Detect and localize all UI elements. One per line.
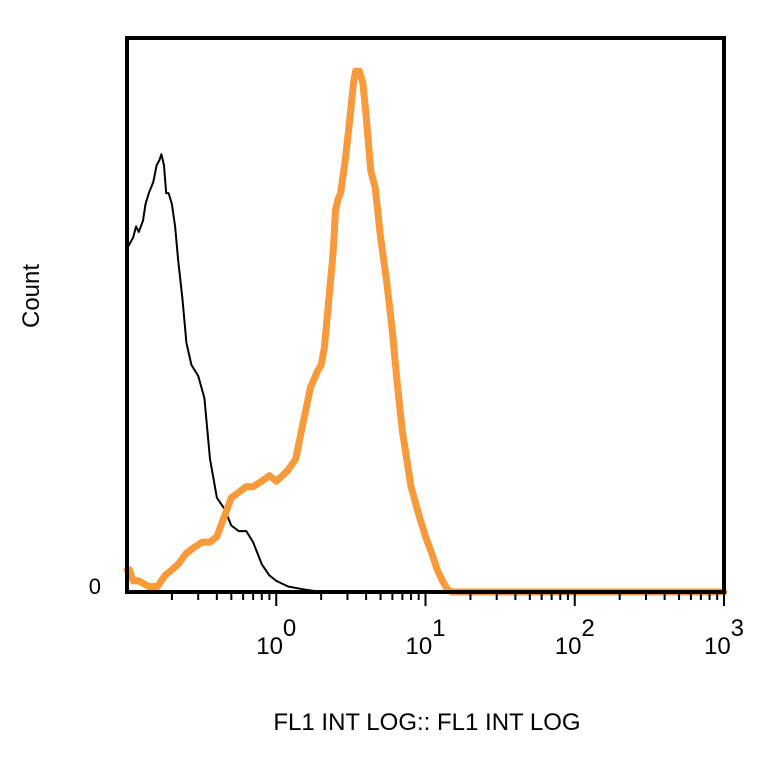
- x-tick-label: 102: [555, 615, 595, 660]
- series-line-2: [123, 67, 728, 596]
- x-tick-label: 100: [256, 615, 296, 660]
- plot-frame: [125, 36, 726, 594]
- x-tick-label: 101: [405, 615, 445, 660]
- y-axis-title: Count: [18, 264, 45, 328]
- series-line-1: [126, 153, 472, 593]
- x-tick-label: 103: [704, 615, 744, 660]
- x-axis-title: FL1 INT LOG:: FL1 INT LOG: [273, 709, 580, 736]
- x-tick-exponent: 3: [731, 615, 744, 642]
- x-tick-exponent: 0: [283, 615, 296, 642]
- x-tick-exponent: 2: [581, 615, 594, 642]
- x-tick-exponent: 1: [432, 615, 445, 642]
- y-tick-label: 0: [89, 574, 101, 599]
- plot-layer: [123, 67, 728, 596]
